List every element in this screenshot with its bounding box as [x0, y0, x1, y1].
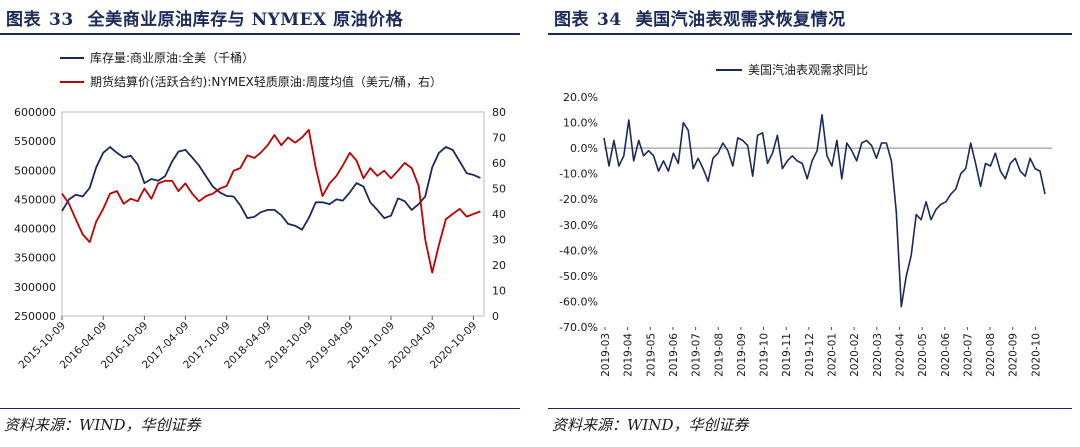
y-right-tick-label: 10: [492, 285, 506, 298]
y-left-tick-label: 400000: [14, 223, 56, 236]
x-tick-label: 2020-04: [894, 333, 906, 377]
y-left-tick-label: 500000: [14, 164, 56, 177]
y-right-tick-label: 50: [492, 183, 506, 196]
figure-33-title: 图表 33 全美商业原油库存与 NYMEX 原油价格: [6, 5, 403, 30]
figure-33-title-text: 全美商业原油库存与 NYMEX 原油价格: [87, 10, 404, 30]
y-right-tick-label: 40: [492, 208, 506, 221]
x-tick-label: 2020-05: [917, 333, 929, 377]
x-tick-label: 2019-12: [804, 333, 816, 377]
figure-34-title-text: 美国汽油表观需求恢复情况: [635, 10, 846, 30]
x-tick-label: 2019-07: [691, 333, 703, 377]
figure-34-panel: 图表 34 美国汽油表观需求恢复情况 20.0% 10.0% 0.0% -10.0% -20…: [548, 0, 1080, 447]
y-left-tick-label: 550000: [14, 135, 56, 148]
figure-33-top-rule: [0, 33, 520, 35]
figure-33-prefix: 图表: [6, 10, 41, 30]
x-tick-label: 2019-03: [600, 333, 612, 377]
figure-33-panel: 图表 33 全美商业原油库存与 NYMEX 原油价格 250000 300000 350…: [0, 0, 528, 447]
y-tick-label: 0.0%: [570, 142, 598, 155]
y-left-tick-label: 450000: [14, 193, 56, 206]
x-tick-label: 2019-04: [623, 333, 635, 377]
y-left-tick-label: 250000: [14, 310, 56, 323]
y-tick-label: -20.0%: [559, 193, 598, 206]
y-tick-label: -50.0%: [559, 270, 598, 283]
x-tick-label: 2020-07: [962, 333, 974, 377]
inventory-price-chart: 250000 300000 350000 400000 450000 500000 5500…: [14, 50, 506, 371]
plot-frame: [61, 111, 485, 317]
figure-34-number: 34: [597, 10, 622, 30]
figure-34-top-rule: [548, 33, 1072, 35]
y-left-tick-label: 600000: [14, 106, 56, 119]
y-tick-label: -70.0%: [559, 321, 598, 334]
gasoline-demand-chart: 20.0% 10.0% 0.0% -10.0% -20.0% -30.0% -40.0% -5…: [559, 62, 1052, 377]
figure-34-bottom-rule: [548, 408, 1072, 409]
y-left-tick-label: 300000: [14, 281, 56, 294]
x-tick-label: 2020-03: [872, 333, 884, 377]
x-tick-label: 2020-02: [849, 333, 861, 377]
y-tick-label: -10.0%: [559, 168, 598, 181]
x-tick-label: 2019-06: [668, 333, 680, 377]
y-right-tick-label: 80: [492, 106, 506, 119]
y-right-tick-label: 60: [492, 157, 506, 170]
figure-33-number: 33: [49, 10, 74, 30]
y-right-tick-label: 70: [492, 132, 506, 145]
x-tick-label: 2020-08: [985, 333, 997, 377]
x-tick-label: 2020-10: [1030, 333, 1042, 377]
y-tick-label: 10.0%: [563, 117, 598, 130]
x-tick-label: 2019-10: [759, 333, 771, 377]
legend-label: 库存量:商业原油:全美（千桶）: [90, 50, 254, 65]
x-tick-label: 2019-08: [713, 333, 725, 377]
y-tick-label: -60.0%: [559, 295, 598, 308]
figure-33-bottom-rule: [0, 408, 520, 409]
legend-label: 期货结算价(活跃合约):NYMEX轻质原油:周度均值（美元/桶，右）: [90, 74, 442, 89]
x-tick-label: 2020-06: [940, 333, 952, 377]
x-tick-label: 2019-09: [736, 333, 748, 377]
y-tick-label: 20.0%: [563, 91, 598, 104]
y-right-tick-label: 30: [492, 234, 506, 247]
y-tick-label: -40.0%: [559, 244, 598, 257]
y-tick-label: -30.0%: [559, 219, 598, 232]
y-left-tick-label: 350000: [14, 252, 56, 265]
legend-label: 美国汽油表观需求同比: [748, 62, 868, 77]
y-right-tick-label: 0: [492, 310, 499, 323]
figure-34-title: 图表 34 美国汽油表观需求恢复情况: [554, 5, 846, 30]
x-tick-label: 2020-01: [827, 333, 839, 377]
demand-series-line: [603, 114, 1046, 308]
price-series-line: [61, 128, 481, 274]
figure-34-prefix: 图表: [554, 10, 589, 30]
figure-34-source: 资料来源：WIND，华创证券: [552, 416, 749, 434]
y-right-tick-label: 20: [492, 259, 506, 272]
figure-33-source: 资料来源：WIND，华创证券: [4, 416, 201, 434]
x-tick-label: 2019-05: [645, 333, 657, 377]
x-tick-label: 2020-09: [1008, 333, 1020, 377]
x-tick-label: 2019-11: [781, 333, 793, 377]
inventory-series-line: [61, 146, 481, 231]
